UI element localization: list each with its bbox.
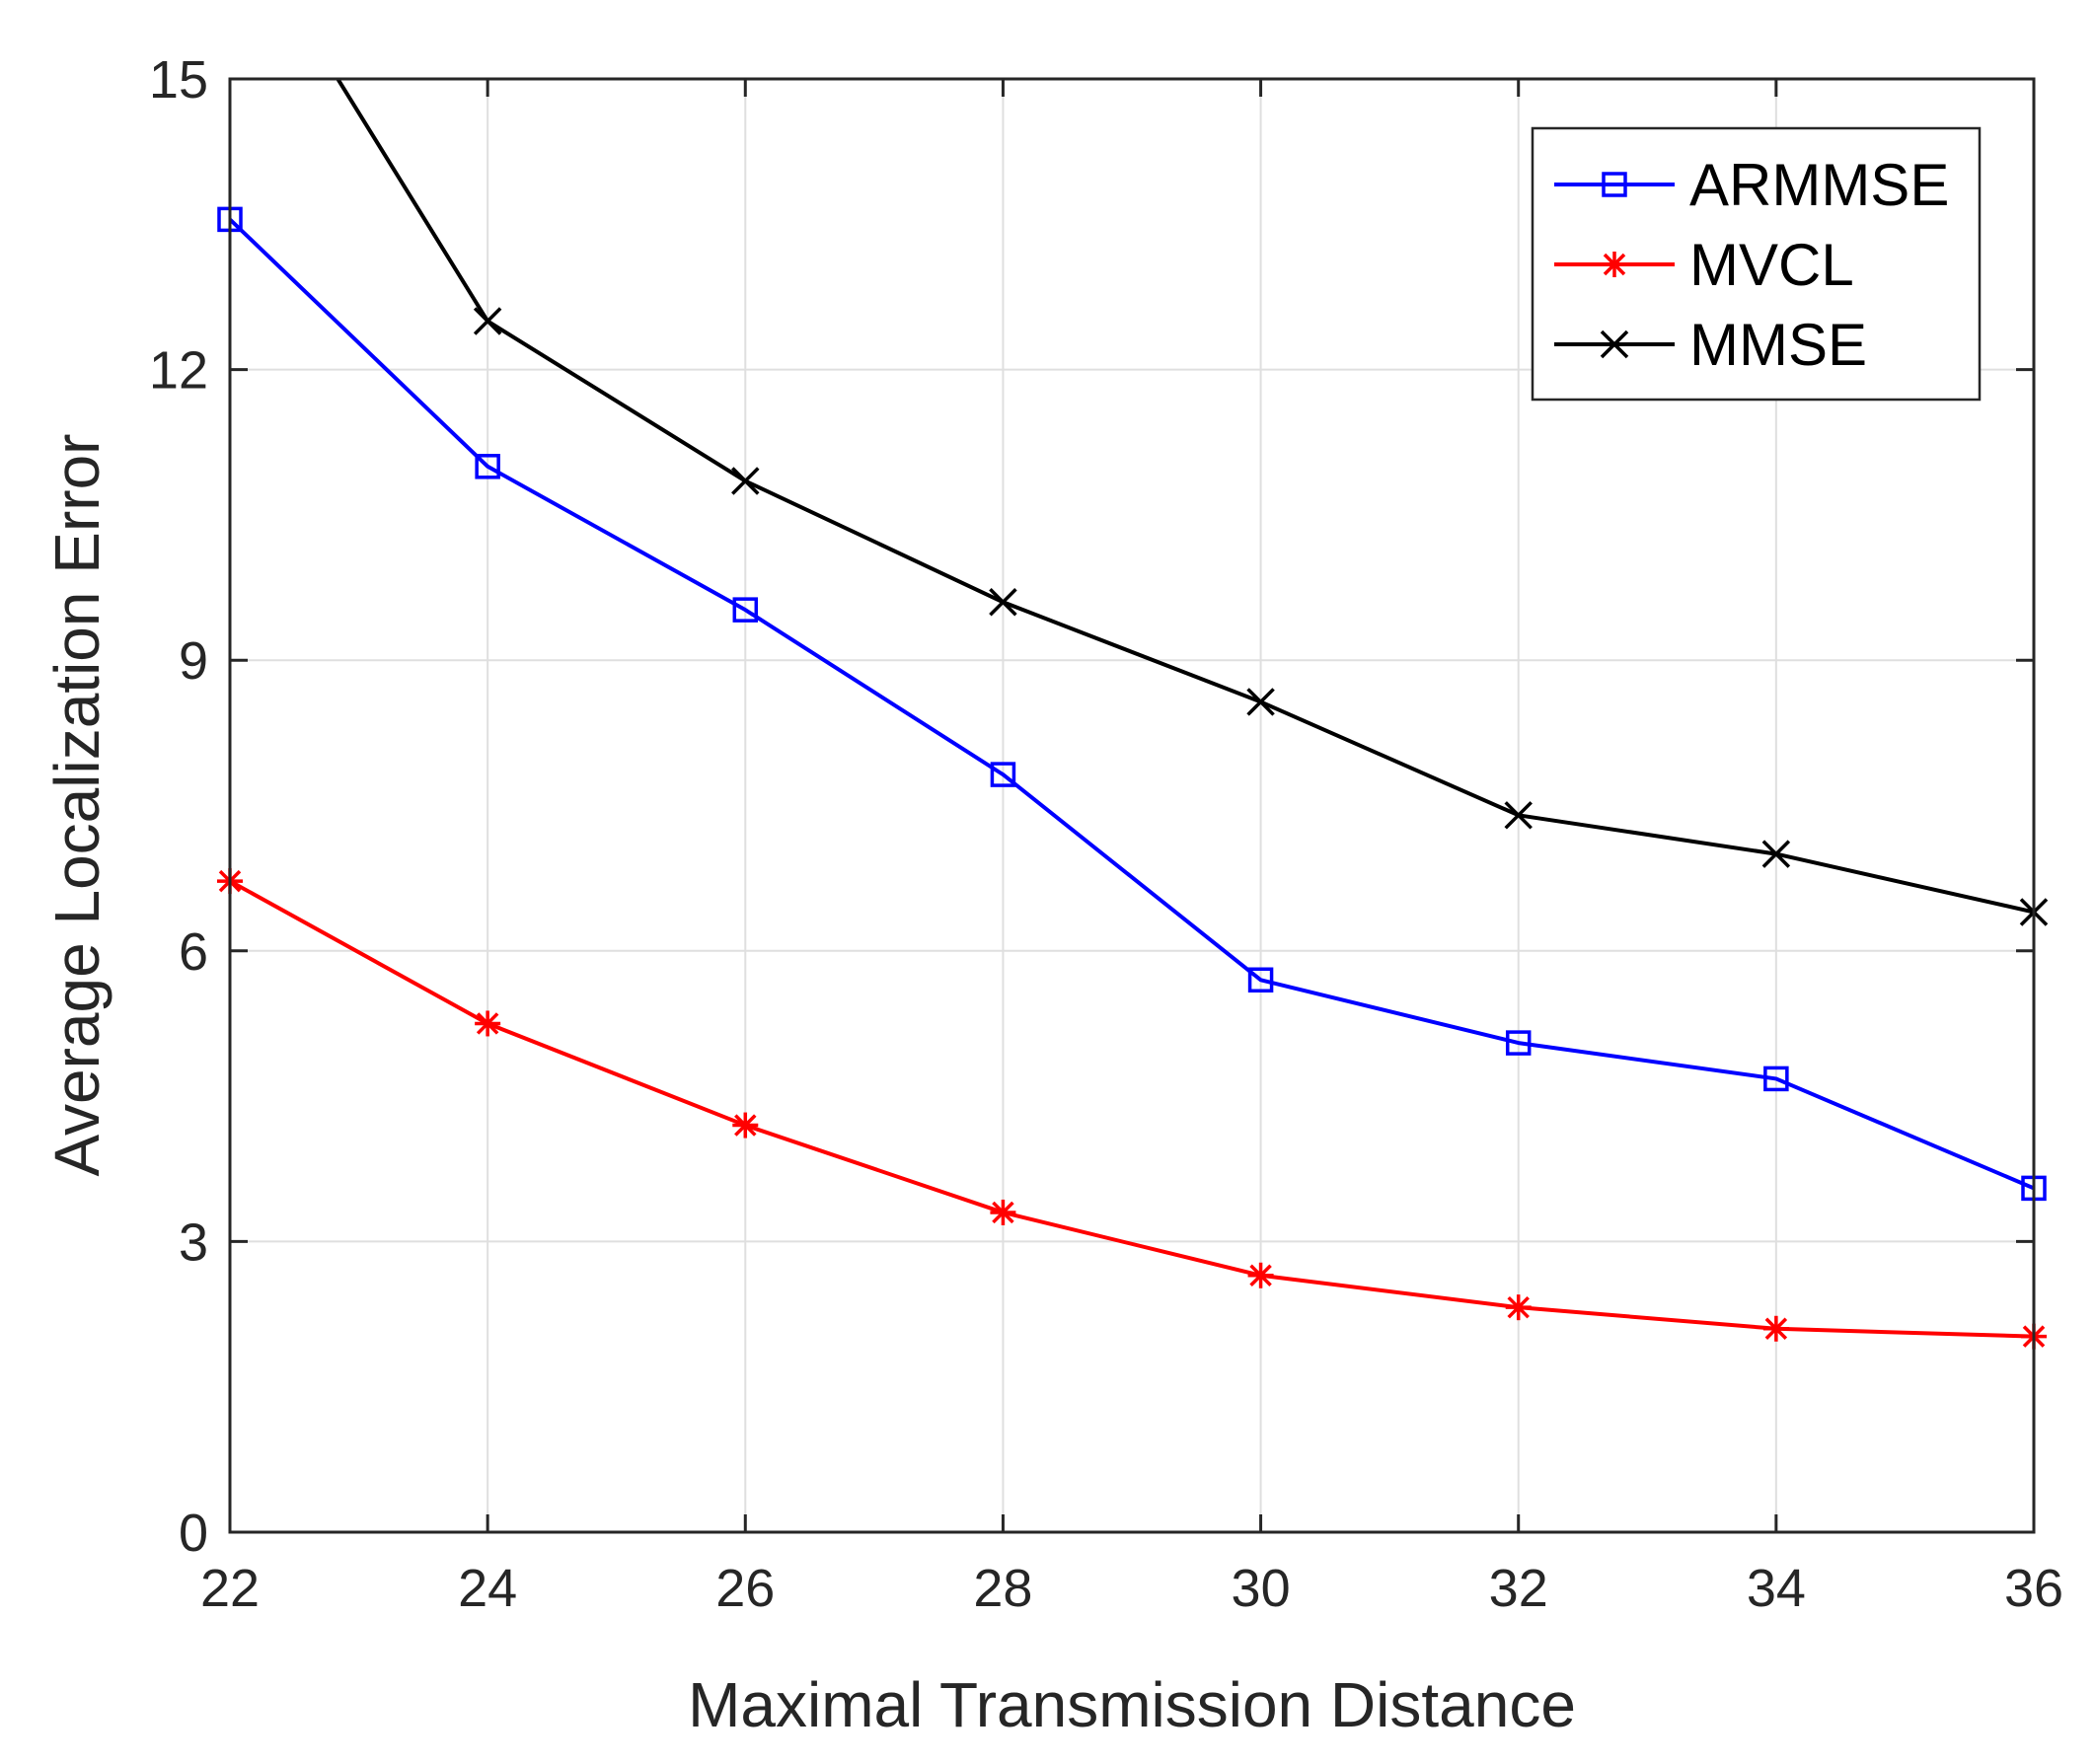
legend-label-mmse: MMSE — [1689, 312, 1867, 378]
y-tick-label: 9 — [179, 631, 208, 691]
y-axis-title: Average Localization Error — [41, 434, 112, 1177]
series-lines — [230, 79, 2034, 1339]
x-tick-label: 30 — [1232, 1559, 1291, 1618]
legend-entry-armmse: ARMMSE — [1554, 152, 1949, 218]
x-tick-label: 22 — [200, 1559, 260, 1618]
data-point-mmse — [989, 588, 1017, 617]
y-tick-label: 15 — [149, 50, 208, 110]
data-point-armmse — [732, 597, 759, 623]
legend: ARMMSE MVCL MMSE — [1531, 126, 1982, 402]
data-point-mmse — [731, 467, 760, 495]
data-point-mvcl — [990, 1199, 1016, 1225]
data-point-armmse — [475, 454, 500, 479]
data-point-mmse — [1246, 688, 1275, 716]
legend-marker-armmse — [1602, 172, 1627, 197]
legend-marker-mvcl — [1602, 252, 1627, 277]
y-tick-label: 0 — [179, 1504, 208, 1563]
data-point-mvcl — [1505, 1294, 1532, 1321]
data-point-armmse — [1247, 967, 1274, 993]
data-point-mvcl — [1762, 1315, 1789, 1342]
data-point-armmse — [1505, 1030, 1532, 1056]
series-line-mmse — [335, 79, 2034, 915]
data-point-mvcl — [732, 1112, 759, 1139]
data-point-armmse — [990, 762, 1016, 787]
x-tick-label: 32 — [1489, 1559, 1548, 1618]
data-point-mmse — [1504, 801, 1533, 830]
legend-label-mvcl: MVCL — [1689, 232, 1854, 298]
legend-marker-mmse — [1600, 330, 1629, 359]
series-line-mvcl — [230, 879, 2034, 1339]
x-axis-title: Maximal Transmission Distance — [688, 1669, 1576, 1740]
legend-entry-mmse: MMSE — [1554, 312, 1867, 378]
x-tick-label: 34 — [1747, 1559, 1806, 1618]
data-point-mmse — [1761, 840, 1791, 868]
data-point-mmse — [473, 307, 502, 335]
series-line-armmse — [230, 217, 2034, 1191]
plot-frame — [228, 77, 2036, 1534]
data-point-mvcl — [1247, 1262, 1274, 1288]
data-point-armmse — [1763, 1066, 1789, 1092]
y-tick-label: 6 — [179, 922, 208, 982]
x-tick-label: 26 — [715, 1559, 775, 1618]
legend-label-armmse: ARMMSE — [1689, 152, 1949, 218]
y-tick-label: 12 — [149, 341, 208, 401]
x-tick-label: 36 — [2004, 1559, 2063, 1618]
x-tick-label: 24 — [458, 1559, 517, 1618]
legend-entry-mvcl: MVCL — [1554, 232, 1854, 298]
y-tick-label: 3 — [179, 1213, 208, 1272]
data-point-mvcl — [475, 1010, 501, 1037]
x-tick-label: 28 — [973, 1559, 1032, 1618]
